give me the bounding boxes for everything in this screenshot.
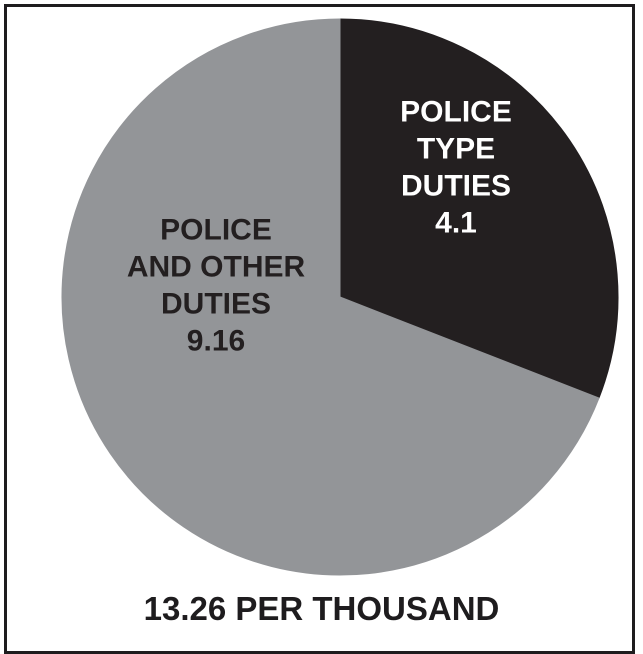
slice-label-1: POLICE TYPE DUTIES 4.1 xyxy=(400,96,512,240)
pie-slice-2 xyxy=(61,18,600,576)
slice-value-label: 4.1 xyxy=(435,207,477,240)
slice-label-2: POLICE AND OTHER DUTIES 9.16 xyxy=(127,214,306,358)
slice-name-line: DUTIES xyxy=(401,170,511,203)
slice-name-line: DUTIES xyxy=(161,288,271,321)
slice-name-line: POLICE xyxy=(400,96,512,129)
slice-value-label: 9.16 xyxy=(187,325,245,358)
pie-slice-1 xyxy=(339,18,619,399)
slice-name-line: AND OTHER xyxy=(127,251,306,284)
chart-caption: 13.26 PER THOUSAND xyxy=(143,590,500,627)
slice-name-line: TYPE xyxy=(417,133,495,166)
slice-name-line: POLICE xyxy=(160,214,272,247)
